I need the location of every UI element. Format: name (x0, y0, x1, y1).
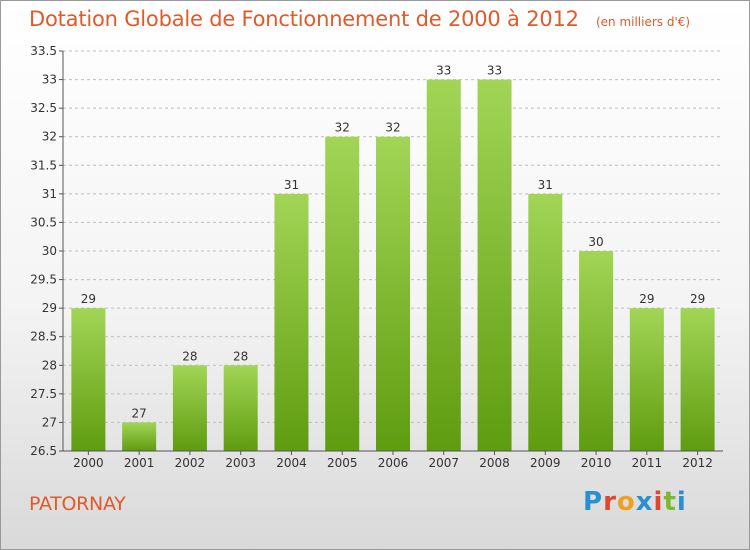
y-tick-label: 30 (42, 244, 57, 258)
bar-value-label: 32 (335, 121, 350, 135)
x-tick-label: 2011 (632, 456, 663, 470)
bar-value-label: 27 (132, 406, 147, 420)
bar (477, 79, 512, 452)
bar-value-label: 28 (233, 349, 248, 363)
axes: 26.5 27 27.5 28 28.5 29 29.5 30 30.5 31 31.5 32 32.5… (30, 44, 723, 470)
logo-letter: i (676, 487, 687, 517)
bar (629, 308, 664, 451)
y-tick-label: 33.5 (30, 44, 57, 58)
bar-value-label: 29 (81, 292, 96, 306)
bar (274, 193, 309, 451)
proxiti-logo: Proxiti (583, 487, 687, 517)
bar-value-label: 31 (538, 178, 553, 192)
logo-letter: t (663, 487, 677, 517)
x-tick-label: 2005 (327, 456, 358, 470)
bars (71, 79, 715, 452)
x-tick-label: 2007 (428, 456, 459, 470)
bar-value-label: 31 (284, 178, 299, 192)
y-tick-label: 29 (42, 301, 57, 315)
bar (172, 365, 207, 451)
chart-unit: (en milliers d'€) (595, 15, 691, 29)
bar-value-label: 29 (690, 292, 705, 306)
x-tick-label: 2004 (276, 456, 307, 470)
bar (426, 79, 461, 452)
x-tick-label: 2000 (73, 456, 104, 470)
x-tick-label: 2009 (530, 456, 561, 470)
bar (223, 365, 258, 451)
x-tick-label: 2008 (479, 456, 510, 470)
logo-letter: P (583, 487, 604, 517)
bar (376, 136, 410, 451)
x-tick-label: 2010 (581, 456, 612, 470)
logo-letter: o (616, 487, 636, 517)
bar-value-label: 30 (588, 235, 603, 249)
chart-title: Dotation Globale de Fonctionnement de 20… (29, 7, 579, 31)
data-labels: 29 27 28 28 31 32 32 33 33 31 30 29 29 (81, 64, 706, 421)
x-tick-label: 2003 (225, 456, 256, 470)
y-tick-label: 33 (42, 73, 57, 87)
bar-value-label: 33 (487, 64, 502, 78)
x-tick-label: 2006 (378, 456, 409, 470)
y-tick-label: 32.5 (30, 101, 57, 115)
y-tick-label: 31.5 (30, 158, 57, 172)
logo-letter: i (653, 487, 664, 517)
bar (579, 251, 614, 451)
bar (680, 308, 715, 451)
y-tick-label: 28.5 (30, 330, 57, 344)
bar-value-label: 32 (385, 121, 400, 135)
bar (528, 193, 563, 451)
bar (71, 308, 106, 451)
commune-name: PATORNAY (29, 493, 126, 515)
y-tick-label: 29.5 (30, 273, 57, 287)
x-tick-label: 2002 (175, 456, 206, 470)
bar (325, 136, 360, 451)
logo-letter: r (603, 487, 617, 517)
y-tick-label: 27.5 (30, 387, 57, 401)
bar (122, 422, 157, 451)
logo-letter: x (635, 487, 654, 517)
bar-value-label: 28 (182, 349, 197, 363)
y-tick-label: 31 (42, 187, 57, 201)
x-tick-label: 2012 (682, 456, 713, 470)
y-tick-label: 32 (42, 130, 57, 144)
y-tick-label: 27 (42, 415, 57, 429)
title-row: Dotation Globale de Fonctionnement de 20… (29, 7, 690, 31)
y-tick-label: 28 (42, 358, 57, 372)
y-tick-label: 26.5 (30, 444, 57, 458)
y-tick-label: 30.5 (30, 215, 57, 229)
x-tick-label: 2001 (124, 456, 155, 470)
bar-value-label: 33 (436, 64, 451, 78)
bar-value-label: 29 (639, 292, 654, 306)
